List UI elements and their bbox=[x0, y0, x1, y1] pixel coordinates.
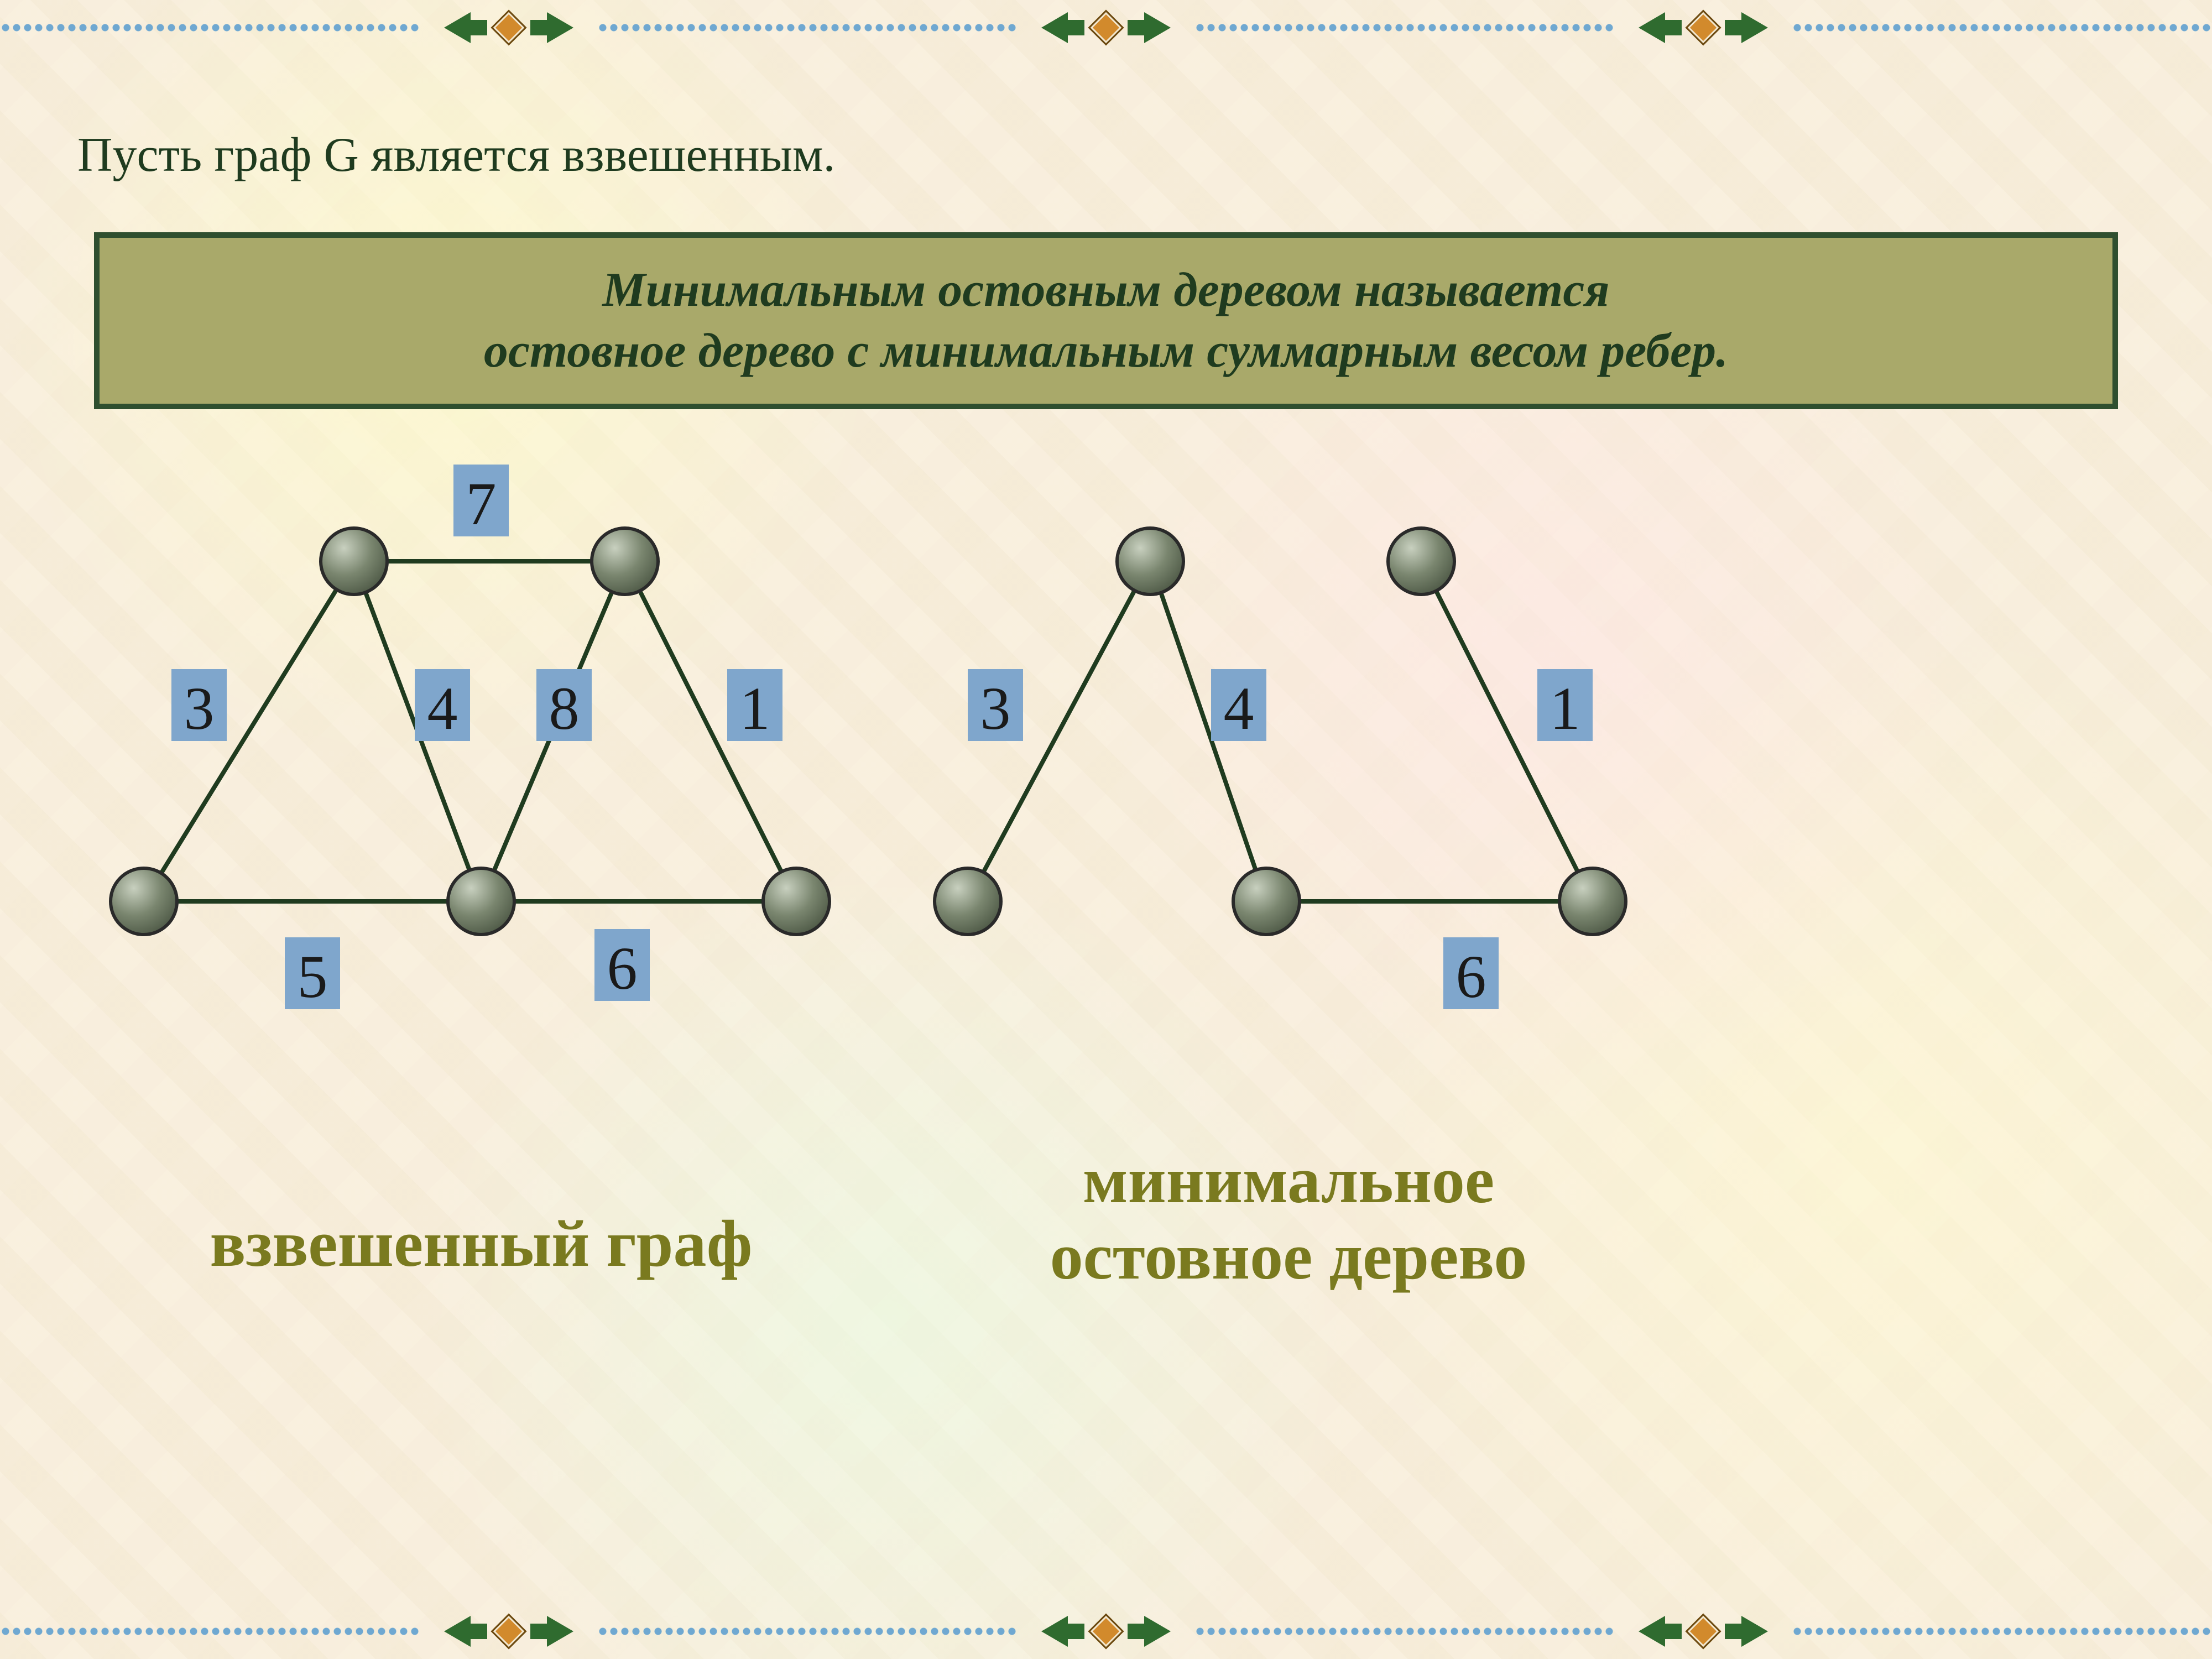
edge-weight: 8 bbox=[549, 675, 580, 742]
diamond-icon bbox=[1088, 9, 1124, 45]
arrow-right-icon bbox=[1128, 12, 1177, 43]
border-top bbox=[0, 11, 2212, 44]
edge-weight: 1 bbox=[1550, 675, 1580, 742]
graph-node bbox=[448, 868, 514, 935]
border-ornament bbox=[420, 1616, 597, 1647]
border-ornament bbox=[420, 12, 597, 43]
edge-weight: 5 bbox=[298, 943, 328, 1010]
diamond-icon bbox=[1088, 1613, 1124, 1649]
border-bottom bbox=[0, 1615, 2212, 1648]
arrow-left-icon bbox=[1632, 12, 1682, 43]
graph-node bbox=[592, 528, 658, 594]
edge-weight: 4 bbox=[427, 675, 458, 742]
arrow-left-icon bbox=[437, 1616, 487, 1647]
definition-line2: остовное дерево с минимальным суммарным … bbox=[484, 324, 1728, 378]
diamond-icon bbox=[1685, 1613, 1721, 1649]
weighted-graph: 3 7 4 8 1 5 6 bbox=[100, 453, 940, 1117]
edge-weight: 3 bbox=[980, 675, 1011, 742]
border-ornament bbox=[1018, 1616, 1194, 1647]
graph-node bbox=[321, 528, 387, 594]
graph-node bbox=[935, 868, 1001, 935]
border-dots bbox=[597, 21, 1018, 34]
border-ornament bbox=[1615, 1616, 1792, 1647]
border-ornament bbox=[1018, 12, 1194, 43]
intro-text: Пусть граф G является взвешенным. bbox=[77, 127, 836, 183]
minimum-spanning-tree: 3 4 1 6 bbox=[890, 453, 1731, 1117]
border-dots bbox=[597, 1625, 1018, 1638]
arrow-right-icon bbox=[530, 12, 580, 43]
caption-right-line1: минимальное bbox=[1083, 1143, 1494, 1217]
edge-weight: 6 bbox=[607, 935, 638, 1002]
graph-node bbox=[1117, 528, 1183, 594]
arrow-right-icon bbox=[1128, 1616, 1177, 1647]
edge-weight: 6 bbox=[1456, 943, 1486, 1010]
definition-box: Минимальным остовным деревом называется … bbox=[94, 232, 2118, 409]
graph-node bbox=[763, 868, 830, 935]
graph-node bbox=[111, 868, 177, 935]
arrow-right-icon bbox=[1725, 1616, 1775, 1647]
graph-node bbox=[1233, 868, 1300, 935]
slide: Пусть граф G является взвешенным. Минима… bbox=[0, 0, 2212, 1659]
definition-line1: Минимальным остовным деревом называется bbox=[602, 263, 1609, 317]
edge-weight: 4 bbox=[1224, 675, 1254, 742]
border-dots bbox=[0, 21, 420, 34]
border-dots bbox=[1792, 1625, 2212, 1638]
arrow-left-icon bbox=[437, 12, 487, 43]
diamond-icon bbox=[1685, 9, 1721, 45]
graph-node bbox=[1388, 528, 1454, 594]
arrow-left-icon bbox=[1035, 1616, 1084, 1647]
arrow-right-icon bbox=[1725, 12, 1775, 43]
diamond-icon bbox=[491, 1613, 526, 1649]
diamond-icon bbox=[491, 9, 526, 45]
arrow-left-icon bbox=[1632, 1616, 1682, 1647]
caption-right-line2: остовное дерево bbox=[1050, 1219, 1527, 1293]
graph-node bbox=[1559, 868, 1626, 935]
edge-weight: 3 bbox=[184, 675, 215, 742]
border-dots bbox=[0, 1625, 420, 1638]
arrow-right-icon bbox=[530, 1616, 580, 1647]
border-dots bbox=[1194, 1625, 1615, 1638]
caption-left: взвешенный граф bbox=[116, 1206, 846, 1282]
border-dots bbox=[1194, 21, 1615, 34]
edge-weight: 1 bbox=[740, 675, 770, 742]
edge-weight: 7 bbox=[466, 470, 497, 538]
border-ornament bbox=[1615, 12, 1792, 43]
border-dots bbox=[1792, 21, 2212, 34]
caption-right: минимальное остовное дерево bbox=[868, 1142, 1709, 1295]
arrow-left-icon bbox=[1035, 12, 1084, 43]
